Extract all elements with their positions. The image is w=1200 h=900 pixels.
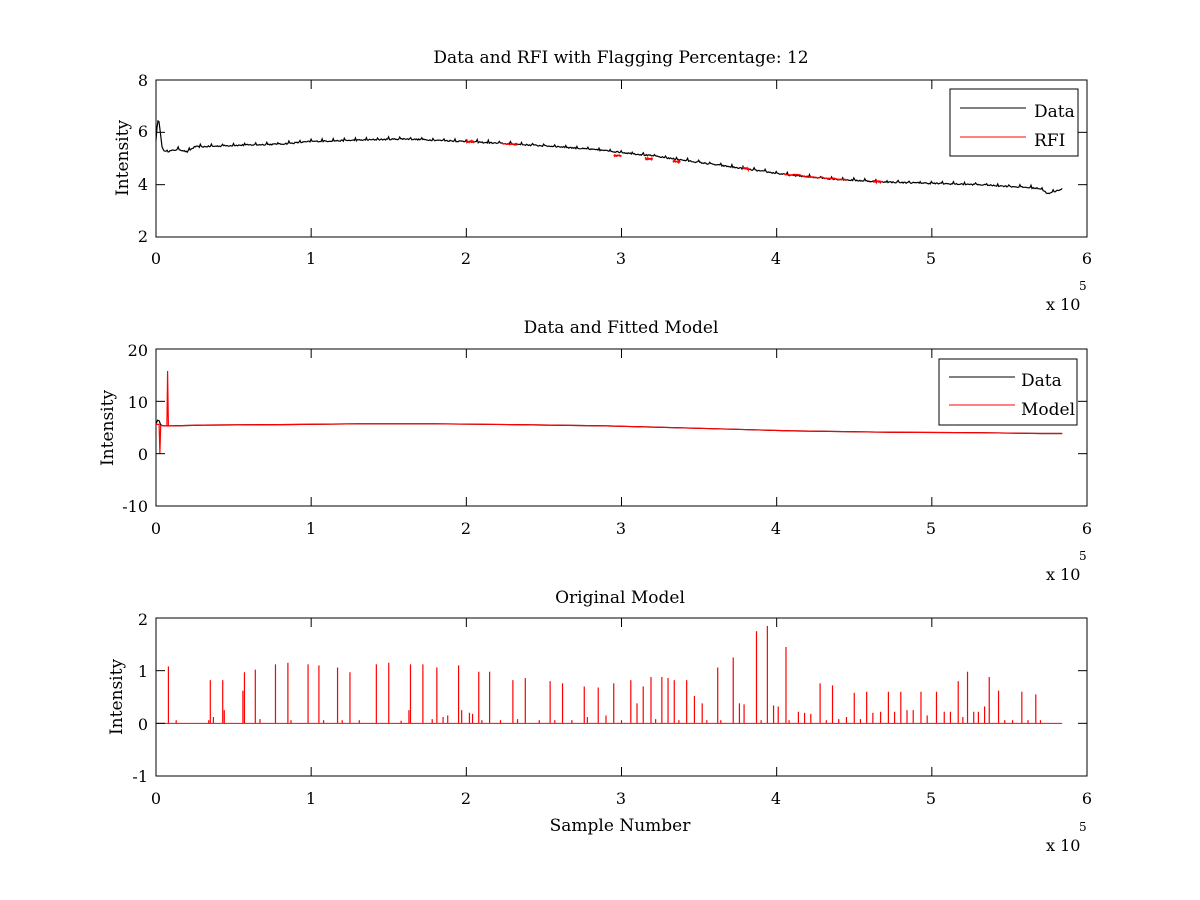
rfi-rfi-segment (872, 179, 883, 185)
fit-ytick-label: -10 (122, 497, 148, 516)
fit-xtick-label: 5 (926, 519, 936, 538)
orig-xtick-label: 1 (306, 789, 316, 808)
rfi-ytick-label: 8 (138, 71, 148, 90)
rfi-xtick-label: 4 (771, 249, 781, 268)
rfi-rfi-segment (465, 138, 475, 145)
rfi-ytick-label: 4 (138, 175, 148, 194)
panel-rfi: Data and RFI with Flagging Percentage: 1… (113, 48, 1092, 314)
rfi-xtick-label: 1 (306, 249, 316, 268)
rfi-rfi-segment (672, 158, 681, 165)
orig-axes-box (155, 617, 1088, 777)
orig-xtick-label: 0 (151, 789, 161, 808)
panel-original-model: Original Model -1 0 1 2 0 1 2 3 4 5 6 Sa… (107, 588, 1092, 855)
orig-data-layer (156, 625, 1063, 724)
rfi-x-multiplier: x 10 (1046, 295, 1080, 314)
orig-plot-title: Original Model (555, 588, 685, 608)
fit-axes-box (155, 348, 1088, 507)
orig-xtick-label: 5 (926, 789, 936, 808)
fit-xtick-label: 6 (1082, 519, 1092, 538)
fit-xtick-label: 3 (616, 519, 626, 538)
fit-y-axis-label: Intensity (98, 390, 118, 466)
orig-ytick-label: 1 (138, 662, 148, 681)
orig-xtick-label: 4 (771, 789, 781, 808)
orig-x-axis-label: Sample Number (550, 816, 692, 836)
fit-xtick-label: 0 (151, 519, 161, 538)
rfi-tick-marks (155, 79, 1088, 238)
panel-fitted-model: Data and Fitted Model -10 0 10 20 0 1 2 … (98, 318, 1092, 584)
fit-xtick-label: 4 (771, 519, 781, 538)
fit-xtick-label: 1 (306, 519, 316, 538)
rfi-data-line (155, 119, 1063, 195)
fit-tick-marks (155, 348, 1088, 507)
rfi-rfi-segment (501, 142, 519, 146)
orig-x-multiplier-exponent: 5 (1079, 820, 1087, 834)
rfi-legend-box (949, 88, 1079, 157)
fit-ytick-label: 10 (128, 393, 148, 412)
rfi-rfi-segment (742, 166, 750, 173)
fit-legend-box (938, 358, 1078, 426)
fit-legend-label-data: Data (1021, 371, 1062, 391)
fit-data-layer (155, 370, 1063, 454)
fit-ytick-label: 20 (128, 341, 148, 360)
rfi-legend-label-data: Data (1034, 102, 1075, 122)
fit-x-multiplier: x 10 (1046, 565, 1080, 584)
orig-tick-marks (155, 617, 1088, 777)
fit-plot-title: Data and Fitted Model (524, 318, 719, 338)
rfi-ytick-label: 6 (138, 122, 148, 141)
rfi-y-axis-label: Intensity (113, 120, 133, 196)
rfi-xtick-label: 2 (461, 249, 471, 268)
rfi-xtick-label: 6 (1082, 249, 1092, 268)
rfi-x-multiplier-exponent: 5 (1079, 279, 1087, 293)
rfi-rfi-segment (613, 153, 622, 158)
orig-xtick-label: 2 (461, 789, 471, 808)
fit-ytick-label: 0 (138, 445, 148, 464)
rfi-xtick-label: 5 (926, 249, 936, 268)
orig-xtick-label: 3 (616, 789, 626, 808)
rfi-plot-title: Data and RFI with Flagging Percentage: 1… (433, 48, 808, 68)
rfi-legend-label-rfi: RFI (1034, 131, 1065, 151)
orig-ytick-label: -1 (132, 767, 148, 786)
fit-legend: Data Model (938, 358, 1078, 426)
rfi-axes-box (155, 79, 1088, 238)
rfi-xtick-label: 0 (151, 249, 161, 268)
rfi-rfi-segment (784, 173, 847, 181)
fit-x-multiplier-exponent: 5 (1079, 549, 1087, 563)
rfi-xtick-label: 3 (616, 249, 626, 268)
fit-legend-label-model: Model (1021, 400, 1075, 420)
orig-xtick-label: 6 (1082, 789, 1092, 808)
orig-x-multiplier: x 10 (1046, 836, 1080, 855)
rfi-rfi-segment (644, 155, 654, 162)
orig-ytick-label: 2 (138, 610, 148, 629)
rfi-ytick-label: 2 (138, 227, 148, 246)
rfi-data-layer (155, 119, 1063, 195)
fit-xtick-label: 2 (461, 519, 471, 538)
rfi-legend: Data RFI (949, 88, 1079, 157)
fit-model-line (156, 370, 1063, 454)
orig-ytick-label: 0 (138, 715, 148, 734)
orig-y-axis-label: Intensity (107, 659, 127, 735)
